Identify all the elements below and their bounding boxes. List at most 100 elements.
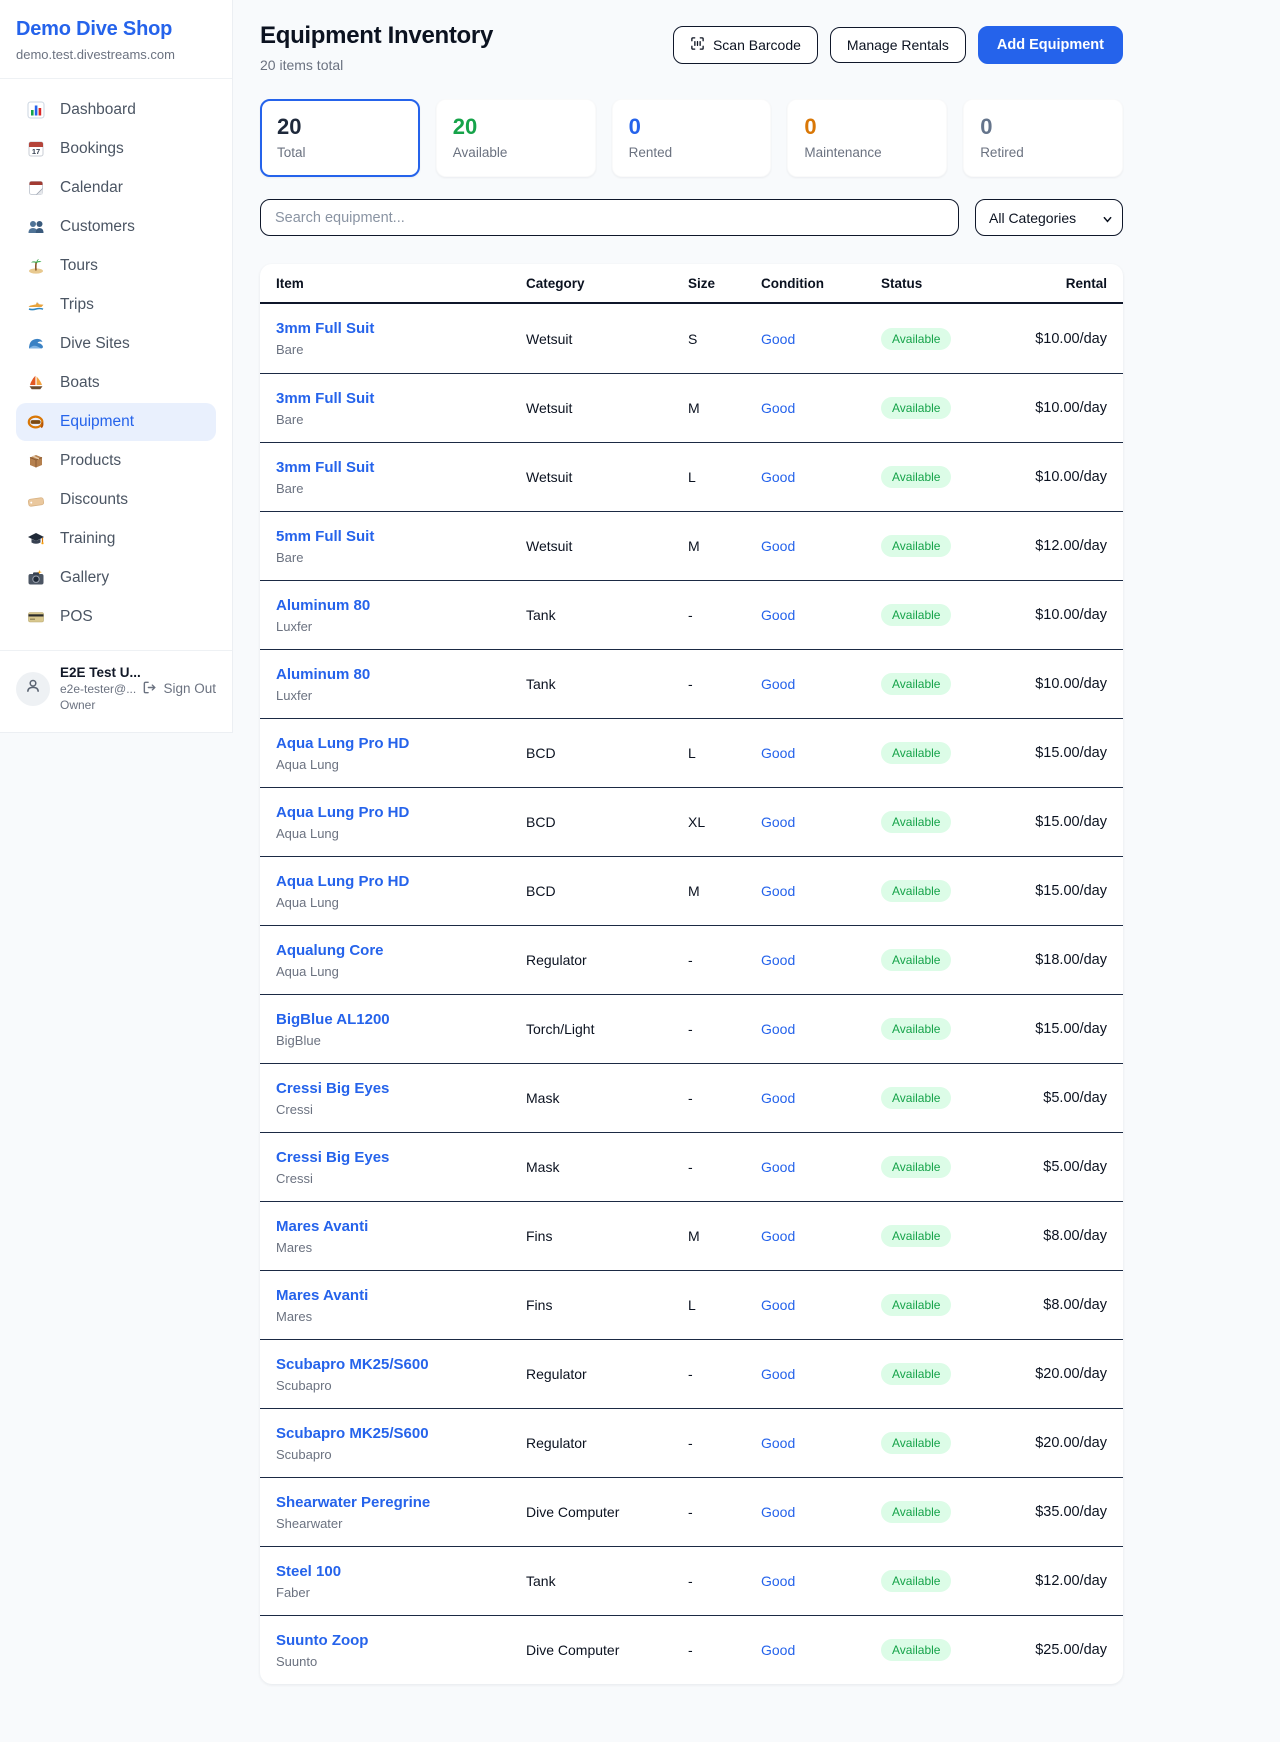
condition-link[interactable]: Good — [761, 538, 796, 554]
condition-link[interactable]: Good — [761, 607, 796, 623]
add-equipment-button[interactable]: Add Equipment — [977, 26, 1123, 64]
rental-cell: $8.00/day — [1043, 1297, 1107, 1313]
stat-card-rented[interactable]: 0 Rented — [611, 99, 772, 177]
sidebar-item-bookings[interactable]: 17 Bookings — [16, 130, 216, 168]
pos-icon — [26, 608, 46, 626]
category-cell: Regulator — [526, 1366, 587, 1382]
stat-value: 0 — [980, 114, 993, 139]
status-badge: Available — [881, 397, 952, 419]
sidebar-item-pos[interactable]: POS — [16, 598, 216, 636]
content: Equipment Inventory 20 items total Scan … — [260, 22, 1123, 1684]
search-input[interactable] — [260, 199, 959, 236]
item-link[interactable]: Cressi Big Eyes — [276, 1079, 390, 1097]
condition-link[interactable]: Good — [761, 1366, 796, 1382]
item-link[interactable]: Aqualung Core — [276, 941, 384, 959]
dashboard-icon — [26, 101, 46, 119]
status-cell: Available — [881, 880, 1001, 902]
rental-cell: $5.00/day — [1043, 1159, 1107, 1175]
sidebar-item-boats[interactable]: Boats — [16, 364, 216, 402]
item-link[interactable]: Aqua Lung Pro HD — [276, 734, 410, 752]
item-link[interactable]: Aluminum 80 — [276, 596, 371, 614]
sidebar-item-dive-sites[interactable]: Dive Sites — [16, 325, 216, 363]
table-row: Scubapro MK25/S600 Scubapro Regulator - Good… — [260, 1408, 1123, 1477]
column-header-status: Status — [881, 275, 923, 291]
sidebar-item-gallery[interactable]: Gallery — [16, 559, 216, 597]
condition-link[interactable]: Good — [761, 1021, 796, 1037]
sidebar-item-training[interactable]: Training — [16, 520, 216, 558]
category-cell: Regulator — [526, 1435, 587, 1451]
table-row: Suunto Zoop Suunto Dive Computer - Good Avail… — [260, 1615, 1123, 1684]
stat-card-total[interactable]: 20 Total — [260, 99, 420, 177]
column-header-condition: Condition — [761, 275, 824, 291]
manage-rentals-button[interactable]: Manage Rentals — [829, 27, 966, 63]
sidebar-item-customers[interactable]: Customers — [16, 208, 216, 246]
user-section: E2E Test U... e2e-tester@... Owner Sign … — [16, 651, 216, 718]
condition-link[interactable]: Good — [761, 814, 796, 830]
condition-link[interactable]: Good — [761, 952, 796, 968]
condition-link[interactable]: Good — [761, 745, 796, 761]
scan-barcode-button[interactable]: Scan Barcode — [672, 26, 818, 64]
sidebar-item-equipment[interactable]: Equipment — [16, 403, 216, 441]
item-link[interactable]: 5mm Full Suit — [276, 527, 375, 545]
item-link[interactable]: BigBlue AL1200 — [276, 1010, 390, 1028]
status-cell: Available — [881, 604, 1001, 626]
condition-link[interactable]: Good — [761, 1159, 796, 1175]
item-cell: Steel 100 Faber — [276, 1563, 526, 1600]
category-cell: Mask — [526, 1090, 560, 1106]
item-link[interactable]: Aqua Lung Pro HD — [276, 872, 410, 890]
category-cell: Torch/Light — [526, 1021, 595, 1037]
sidebar-item-products[interactable]: Products — [16, 442, 216, 480]
condition-link[interactable]: Good — [761, 676, 796, 692]
rental-cell: $12.00/day — [1035, 538, 1107, 554]
size-cell: - — [688, 1159, 693, 1175]
item-link[interactable]: Scubapro MK25/S600 — [276, 1355, 429, 1373]
scan-barcode-icon — [690, 36, 705, 54]
table-row: Aqua Lung Pro HD Aqua Lung BCD XL Good Availa… — [260, 787, 1123, 856]
item-link[interactable]: 3mm Full Suit — [276, 389, 375, 407]
condition-link[interactable]: Good — [761, 400, 796, 416]
stat-card-retired[interactable]: 0 Retired — [963, 99, 1123, 177]
condition-link[interactable]: Good — [761, 330, 796, 347]
item-link[interactable]: Aluminum 80 — [276, 665, 371, 683]
sign-out-button[interactable]: Sign Out — [142, 680, 216, 698]
condition-link[interactable]: Good — [761, 1228, 796, 1244]
item-brand: Suunto — [276, 1653, 318, 1669]
stat-card-maintenance[interactable]: 0 Maintenance — [787, 99, 948, 177]
item-link[interactable]: Mares Avanti — [276, 1286, 369, 1304]
item-link[interactable]: Suunto Zoop — [276, 1631, 369, 1649]
category-select[interactable]: All Categories — [975, 199, 1123, 236]
sidebar-item-tours[interactable]: Tours — [16, 247, 216, 285]
sidebar-item-calendar[interactable]: Calendar — [16, 169, 216, 207]
item-link[interactable]: 3mm Full Suit — [276, 458, 375, 476]
stat-card-available[interactable]: 20 Available — [435, 99, 596, 177]
item-link[interactable]: Mares Avanti — [276, 1217, 369, 1235]
status-cell: Available — [881, 327, 1001, 350]
condition-link[interactable]: Good — [761, 1435, 796, 1451]
condition-link[interactable]: Good — [761, 469, 796, 485]
size-cell: M — [688, 883, 700, 899]
status-badge: Available — [881, 327, 952, 350]
shop-domain: demo.test.divestreams.com — [16, 47, 175, 62]
status-badge: Available — [881, 1639, 952, 1661]
status-badge: Available — [881, 1501, 952, 1523]
condition-link[interactable]: Good — [761, 1297, 796, 1313]
status-cell: Available — [881, 535, 1001, 557]
sidebar-item-label: Tours — [60, 257, 98, 274]
condition-link[interactable]: Good — [761, 1642, 796, 1658]
sidebar-item-trips[interactable]: Trips — [16, 286, 216, 324]
filters-row: All Categories — [260, 199, 1123, 236]
item-link[interactable]: Scubapro MK25/S600 — [276, 1424, 429, 1442]
item-link[interactable]: Steel 100 — [276, 1562, 342, 1580]
item-link[interactable]: Aqua Lung Pro HD — [276, 803, 410, 821]
item-link[interactable]: Shearwater Peregrine — [276, 1493, 431, 1511]
condition-link[interactable]: Good — [761, 1573, 796, 1589]
rental-cell: $12.00/day — [1035, 1573, 1107, 1589]
category-cell: Fins — [526, 1297, 553, 1313]
sidebar-item-dashboard[interactable]: Dashboard — [16, 91, 216, 129]
condition-link[interactable]: Good — [761, 1504, 796, 1520]
item-link[interactable]: Cressi Big Eyes — [276, 1148, 390, 1166]
sidebar-item-discounts[interactable]: Discounts — [16, 481, 216, 519]
condition-link[interactable]: Good — [761, 883, 796, 899]
item-link[interactable]: 3mm Full Suit — [276, 320, 375, 337]
condition-link[interactable]: Good — [761, 1090, 796, 1106]
